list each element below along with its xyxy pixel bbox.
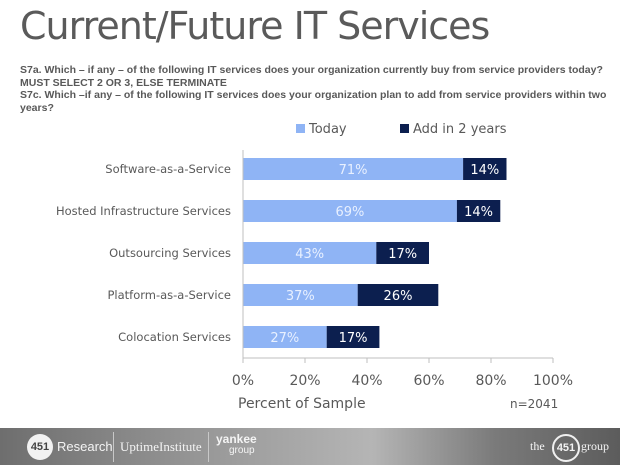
question-s7a: S7a. Which – if any – of the following I…	[20, 64, 603, 89]
x-tick-label: 60%	[413, 373, 444, 389]
legend-swatch-0	[296, 124, 305, 133]
question-s7c: S7c. Which –if any – of the following IT…	[20, 89, 607, 114]
category-labels: Software-as-a-Service Hosted Infrastructu…	[56, 162, 231, 344]
bar-add-2-years	[326, 326, 380, 348]
category-label: Hosted Infrastructure Services	[56, 204, 231, 218]
bar-data-label: 17%	[388, 247, 417, 262]
bar-today	[243, 326, 327, 348]
divider	[113, 432, 114, 462]
category-label: Software-as-a-Service	[105, 162, 231, 176]
bar-add-2-years	[463, 158, 507, 180]
x-tick-label: 100%	[533, 373, 573, 389]
x-tick-label: 20%	[289, 373, 320, 389]
x-axis-title: Percent of Sample	[238, 396, 366, 412]
bar-data-label: 71%	[339, 163, 368, 178]
divider	[208, 432, 209, 462]
legend-label-1: Add in 2 years	[413, 122, 507, 137]
bar-today	[243, 284, 358, 306]
bar-add-2-years	[456, 200, 501, 222]
bar-today	[243, 158, 464, 180]
slide-title: Current/Future IT Services	[20, 4, 490, 48]
logo-group: group	[229, 445, 255, 456]
bar-data-label: 43%	[295, 247, 324, 262]
x-axis: 0% 20% 40% 60% 80% 100% Percent of Sample n=204…	[232, 150, 573, 412]
sample-size-annotation: n=2041	[510, 397, 558, 411]
category-label: Colocation Services	[118, 330, 231, 344]
logo-group-right: group	[581, 439, 609, 453]
x-tick-label: 80%	[475, 373, 506, 389]
logo-451-ring: 451	[552, 434, 580, 462]
stacked-bar-chart: Today Add in 2 years 71% 14% 69% 14% 43% 17% 37…	[56, 122, 573, 412]
bar-data-label: 27%	[270, 331, 299, 346]
logo-research: Research	[57, 439, 113, 454]
logo-the: the	[530, 439, 545, 453]
bar-data-label: 26%	[384, 289, 413, 304]
bar-data-label: 14%	[470, 163, 499, 178]
category-label: Platform-as-a-Service	[107, 288, 231, 302]
bar-data-label: 37%	[286, 289, 315, 304]
legend: Today Add in 2 years	[296, 122, 507, 137]
bar-data-label: 17%	[339, 331, 368, 346]
x-tick-label: 40%	[351, 373, 382, 389]
bar-today	[243, 200, 457, 222]
legend-label-0: Today	[308, 122, 347, 137]
bars: 71% 14% 69% 14% 43% 17% 37% 26% 27% 17%	[243, 158, 507, 348]
bar-data-label: 14%	[464, 205, 493, 220]
bar-add-2-years	[376, 242, 429, 264]
logo-yankee: yankee	[216, 432, 257, 446]
footer-bar: 451 Research UptimeInstitute yankee grou…	[0, 428, 620, 465]
bar-data-label: 69%	[335, 205, 364, 220]
category-label: Outsourcing Services	[109, 246, 231, 260]
bar-add-2-years	[357, 284, 439, 306]
x-tick-label: 0%	[232, 373, 254, 389]
legend-swatch-1	[400, 124, 409, 133]
logo-uptime-institute: UptimeInstitute	[120, 439, 202, 454]
logo-451-circle: 451	[27, 434, 53, 460]
bar-today	[243, 242, 377, 264]
